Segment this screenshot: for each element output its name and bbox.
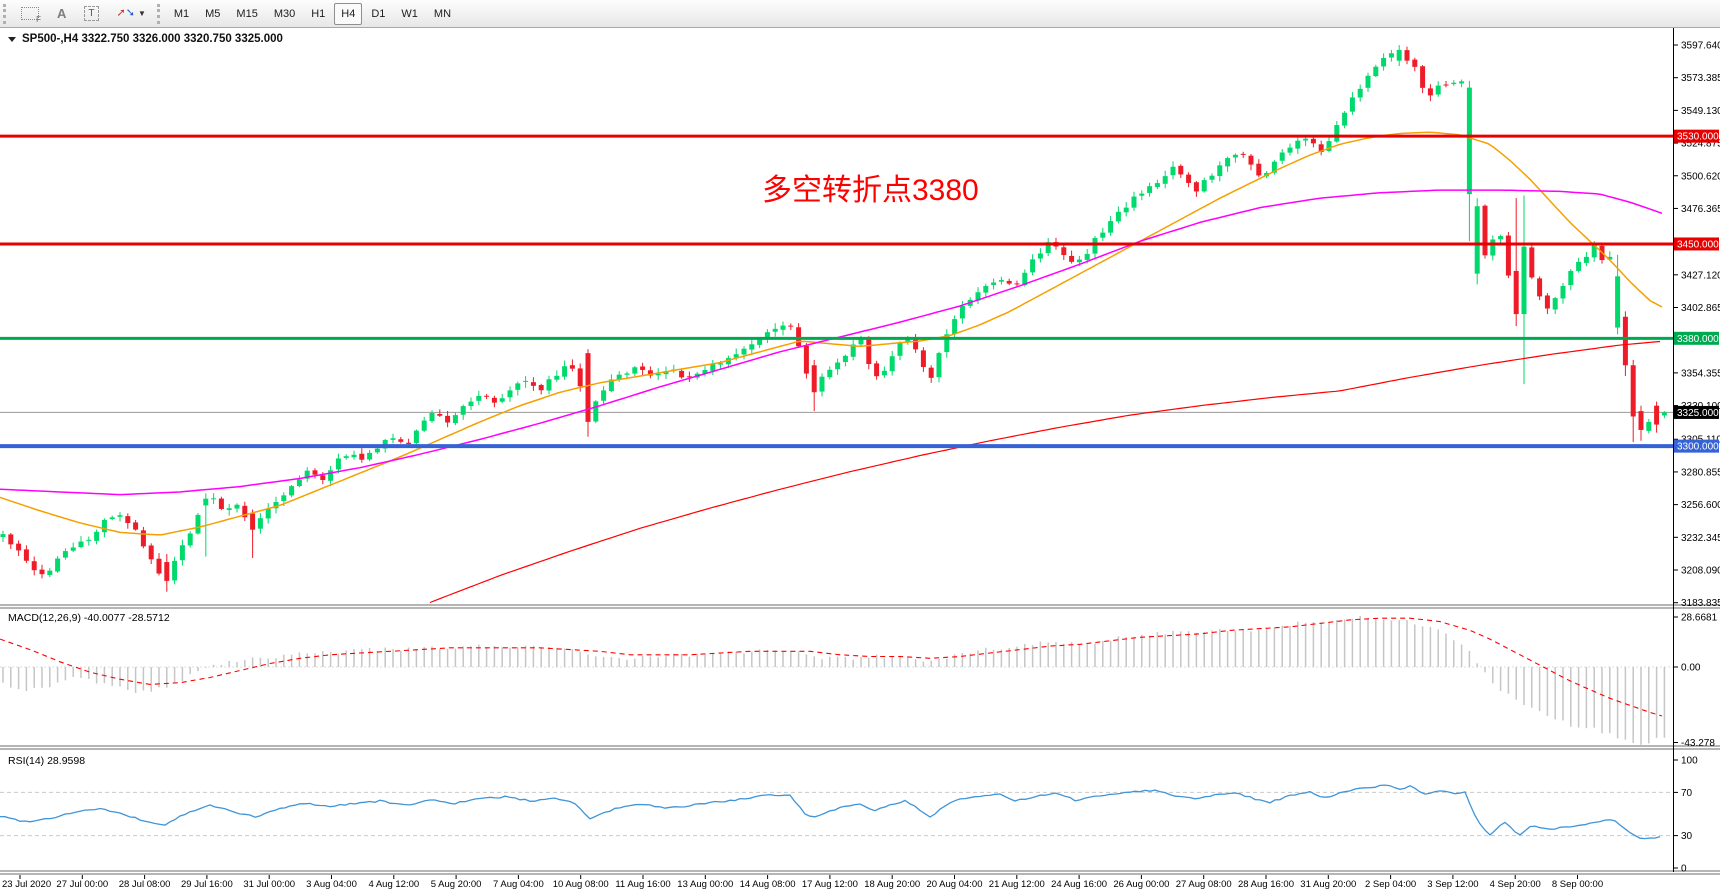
arrow-down-glyph: ➘	[125, 7, 135, 19]
time-tick-label: 27 Aug 08:00	[1176, 879, 1232, 890]
time-tick-label: 27 Jul 00:00	[56, 879, 108, 890]
svg-text:3300.000: 3300.000	[1677, 442, 1719, 453]
macd-histogram	[2, 615, 1666, 745]
time-tick-label: 14 Aug 08:00	[740, 879, 796, 890]
timeframe-button-m15[interactable]: M15	[229, 3, 264, 25]
timeframe-button-d1[interactable]: D1	[364, 3, 392, 25]
rsi-axis-label: 0	[1681, 864, 1687, 875]
time-axis[interactable]	[0, 872, 1720, 893]
time-tick-label: 7 Aug 04:00	[493, 879, 544, 890]
price-tick-label: 3549.130	[1681, 106, 1720, 117]
svg-text:3325.000: 3325.000	[1677, 408, 1719, 419]
timeframe-button-h4[interactable]: H4	[334, 2, 363, 25]
macd-axis-label: -43.278	[1681, 738, 1715, 749]
annotation-text: 多空转折点3380	[762, 174, 979, 207]
level-badge-3380	[1674, 331, 1719, 345]
time-tick-label: 18 Aug 20:00	[864, 879, 920, 890]
macd-signal-line	[0, 617, 1663, 717]
timeframe-button-h1[interactable]: H1	[304, 3, 332, 25]
time-tick-label: 28 Jul 08:00	[119, 879, 171, 890]
time-tick-label: 31 Aug 20:00	[1300, 879, 1356, 890]
price-tick-label: 3354.355	[1681, 368, 1720, 379]
time-tick-label: 11 Aug 16:00	[615, 879, 670, 890]
price-tick-label: 3427.120	[1681, 270, 1720, 281]
level-badge-3530	[1674, 129, 1719, 143]
toolbar-grip-handle-2[interactable]	[156, 3, 160, 24]
rsi-line	[0, 784, 1661, 840]
time-tick-label: 26 Aug 00:00	[1113, 879, 1169, 890]
main-chart-panel	[0, 45, 1673, 604]
arrows-tool-icon[interactable]: ➚➘	[117, 8, 135, 19]
current-price-badge	[1674, 405, 1719, 419]
ma-slow-red[interactable]	[429, 340, 1661, 604]
macd-axis-label: 0.00	[1681, 663, 1701, 674]
time-tick-label: 17 Aug 12:00	[802, 879, 858, 890]
time-tick-label: 13 Aug 00:00	[677, 879, 733, 890]
price-tick-label: 3476.365	[1681, 204, 1720, 215]
fibonacci-tool-icon[interactable]: F	[21, 7, 41, 24]
time-axis-labels: 23 Jul 2020 27 Jul 00:00 28 Jul 08:00 29 Ju…	[2, 875, 1603, 890]
text-label-tool-icon[interactable]: T	[84, 6, 99, 21]
rsi-panel	[0, 784, 1673, 840]
timeframe-button-w1[interactable]: W1	[394, 3, 425, 25]
time-tick-label: 2 Sep 04:00	[1365, 879, 1416, 890]
time-tick-label: 21 Aug 12:00	[989, 879, 1045, 890]
macd-panel	[0, 615, 1673, 745]
time-tick-label: 29 Jul 16:00	[181, 879, 233, 890]
arrows-dropdown-caret-icon[interactable]: ▼	[137, 9, 146, 18]
price-tick-label: 3208.090	[1681, 565, 1720, 576]
time-tick-label: 5 Aug 20:00	[431, 879, 482, 890]
price-tick-label: 3183.835	[1681, 598, 1720, 609]
time-tick-label: 3 Aug 04:00	[306, 879, 357, 890]
svg-text:3450.000: 3450.000	[1677, 239, 1719, 250]
svg-text:3380.000: 3380.000	[1677, 334, 1719, 345]
level-badge-3450	[1674, 237, 1719, 251]
time-tick-label: 3 Sep 12:00	[1427, 879, 1478, 890]
macd-label: MACD(12,26,9) -40.0077 -28.5712	[8, 612, 170, 624]
time-tick-label: 24 Aug 16:00	[1051, 879, 1107, 890]
time-tick-label: 20 Aug 04:00	[927, 879, 983, 890]
price-tick-label: 3573.385	[1681, 73, 1720, 84]
candles-series	[0, 45, 1667, 592]
price-tick-label: 3402.865	[1681, 303, 1720, 314]
price-tick-label: 3232.345	[1681, 533, 1720, 544]
price-tick-label: 3500.620	[1681, 171, 1720, 182]
time-tick-label: 8 Sep 00:00	[1552, 879, 1603, 890]
time-tick-label: 23 Jul 2020	[2, 879, 51, 890]
macd-axis-label: 28.6681	[1681, 612, 1718, 623]
timeframe-button-mn[interactable]: MN	[427, 3, 458, 25]
toolbar-grip-handle[interactable]	[3, 3, 6, 24]
chart-background[interactable]	[0, 28, 1720, 893]
time-tick-label: 4 Aug 12:00	[368, 879, 419, 890]
level-badge-3300	[1674, 439, 1719, 453]
rsi-axis-label: 100	[1681, 756, 1698, 767]
chart-title-dropdown-icon[interactable]	[8, 37, 16, 42]
time-tick-label: 31 Jul 00:00	[243, 879, 295, 890]
time-tick-label: 4 Sep 20:00	[1490, 879, 1541, 890]
toolbar: F A T ➚➘ ▼ M1 M5 M15 M30 H1 H4 D1 W1 MN	[0, 0, 1720, 28]
rsi-label: RSI(14) 28.9598	[8, 755, 85, 767]
price-tick-label: 3256.600	[1681, 500, 1720, 511]
timeframe-button-m5[interactable]: M5	[198, 3, 227, 25]
rsi-axis-label: 30	[1681, 831, 1693, 842]
time-tick-label: 10 Aug 08:00	[553, 879, 609, 890]
svg-text:3530.000: 3530.000	[1677, 132, 1719, 143]
price-tick-label: 3597.640	[1681, 41, 1720, 52]
text-tool-icon[interactable]: A	[57, 6, 67, 21]
arrow-up-glyph: ➚	[116, 7, 126, 19]
timeframe-button-m1[interactable]: M1	[167, 3, 196, 25]
rsi-axis-label: 70	[1681, 788, 1693, 799]
price-tick-label: 3280.855	[1681, 467, 1720, 478]
price-axis-labels: 3597.640 3573.385 3549.130 3524.875 3500.620…	[1673, 41, 1720, 875]
chart-canvas[interactable]: 多空转折点3380 SP500-,H4 3322.750 3326.000 332…	[0, 28, 1720, 893]
chart-title: SP500-,H4 3322.750 3326.000 3320.750 332…	[22, 33, 283, 45]
price-tick-label: 3524.875	[1681, 139, 1720, 150]
time-tick-label: 28 Aug 16:00	[1238, 879, 1294, 890]
timeframe-button-m30[interactable]: M30	[267, 3, 302, 25]
